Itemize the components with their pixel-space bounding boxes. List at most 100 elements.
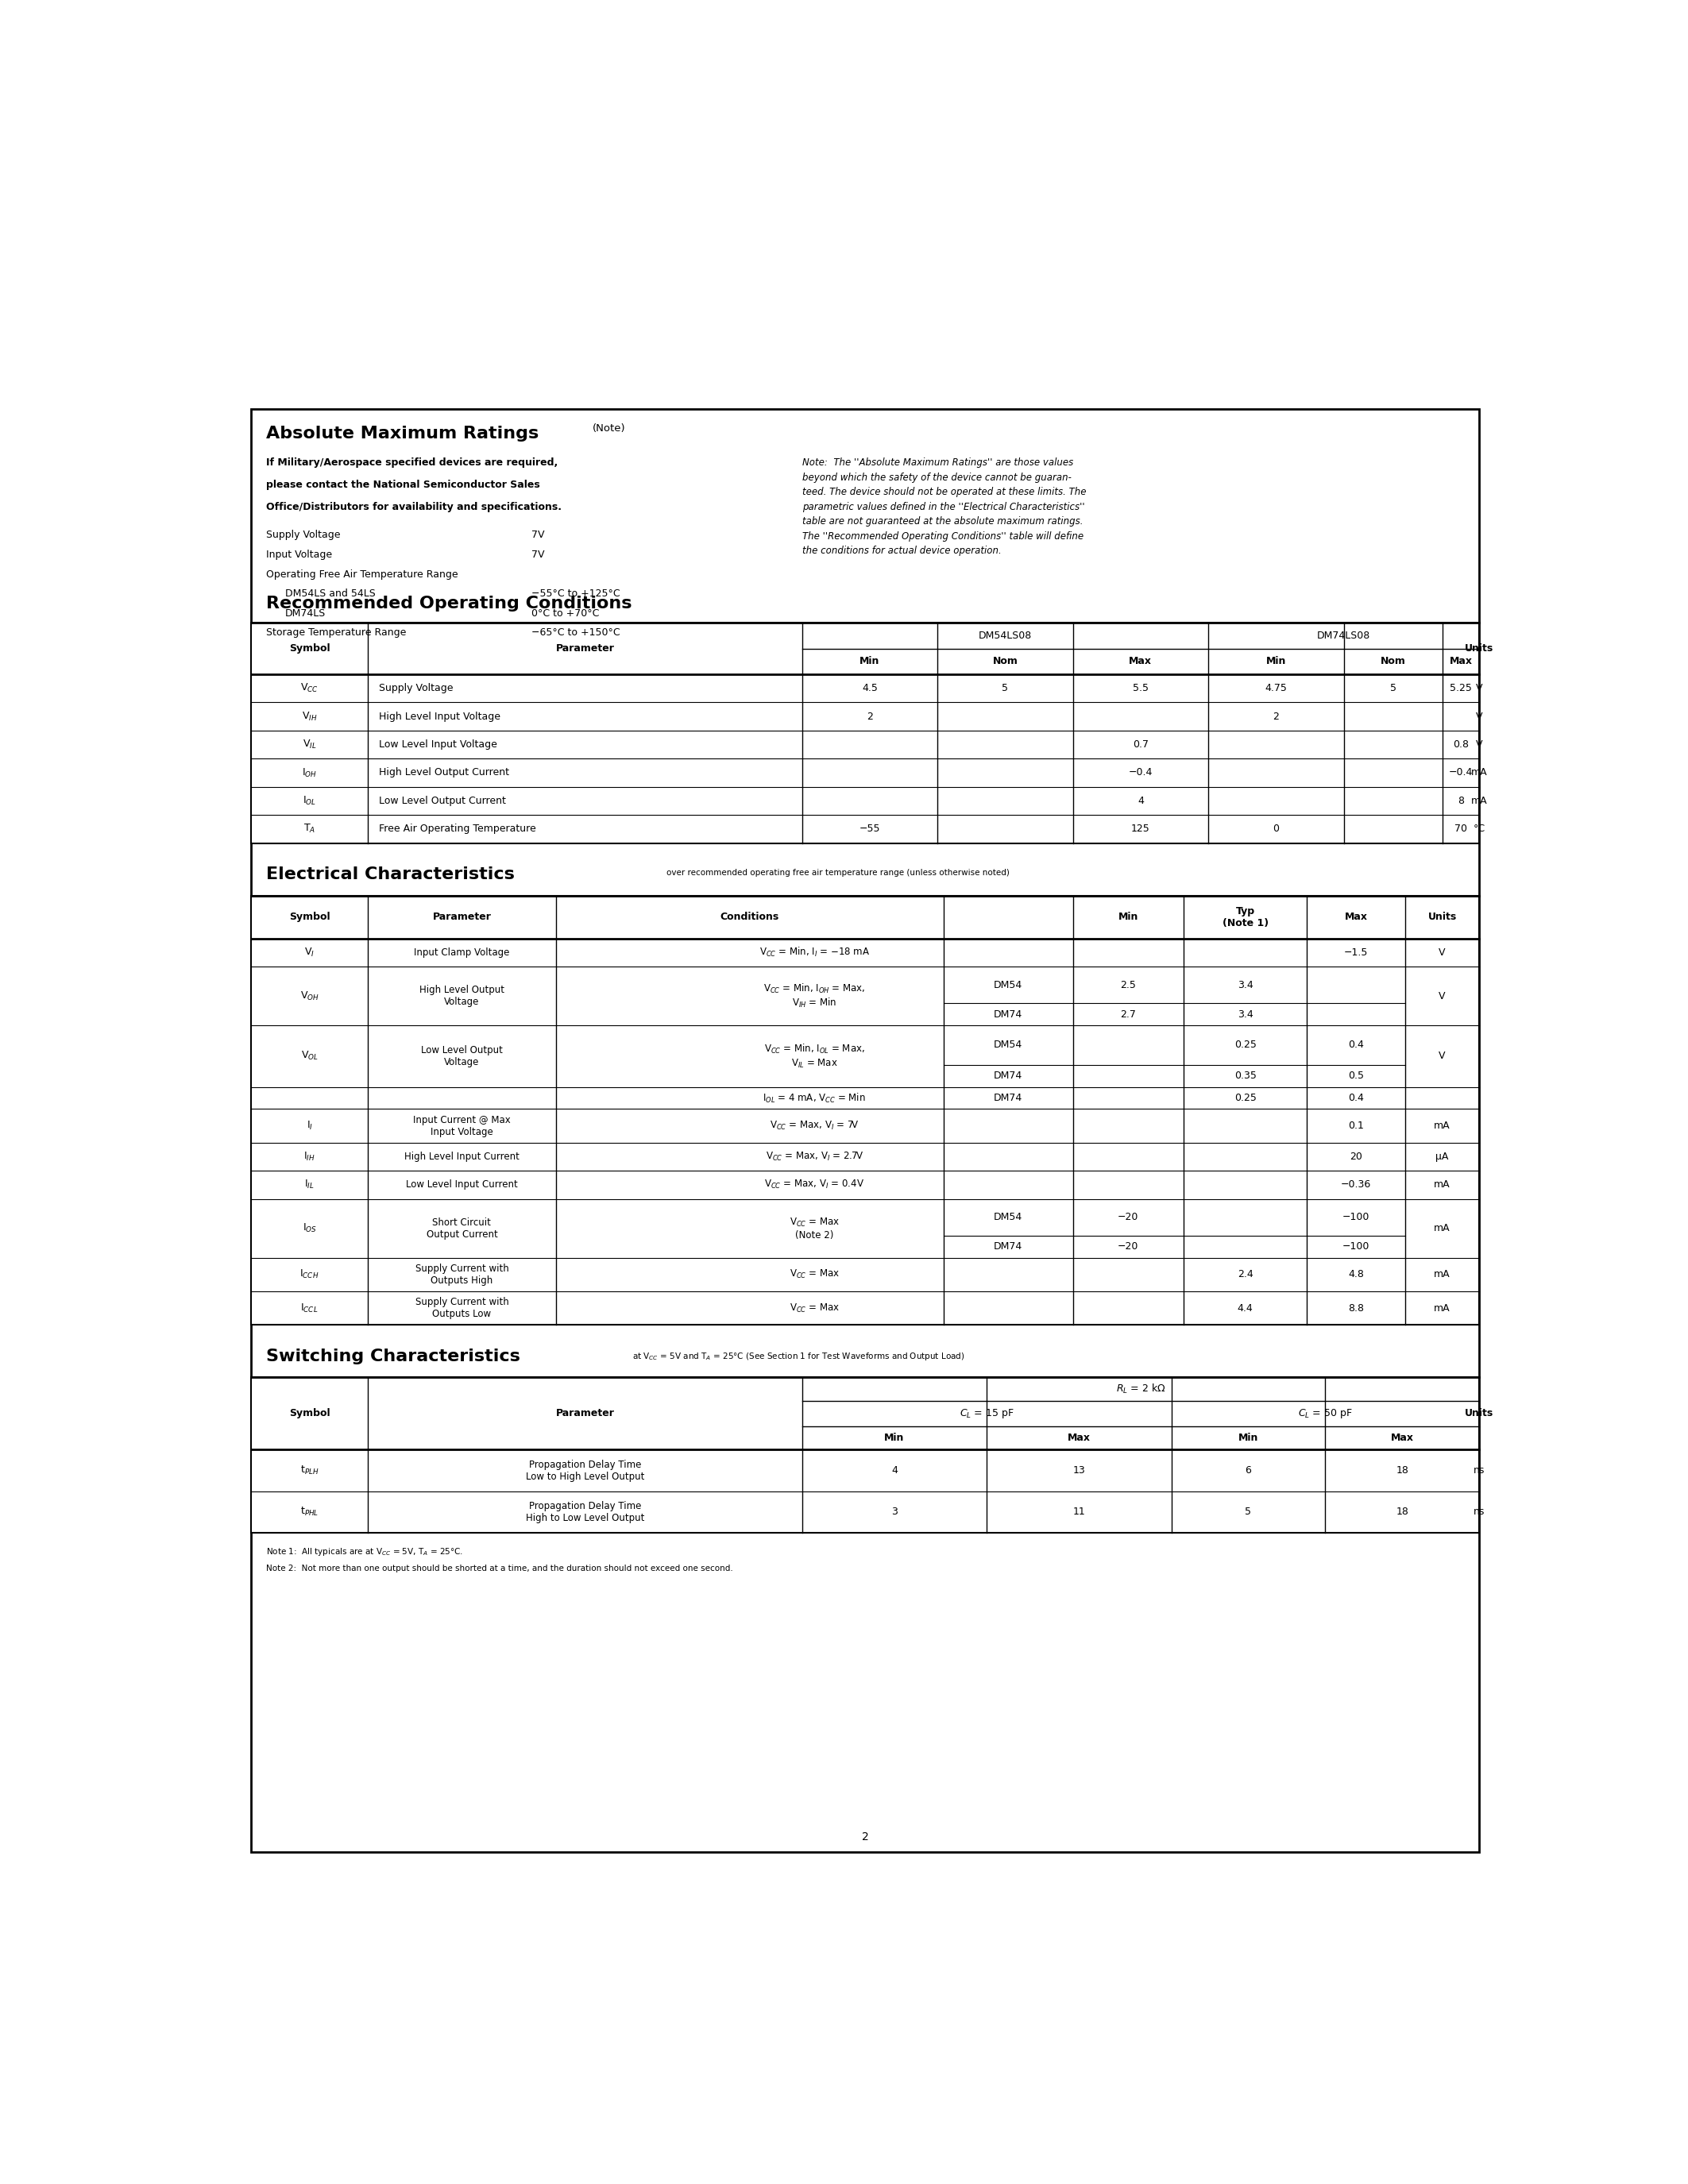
Text: I$_{CCL}$: I$_{CCL}$	[300, 1302, 319, 1315]
Text: V: V	[1475, 712, 1482, 721]
Text: μA: μA	[1436, 1151, 1448, 1162]
Text: 0.5: 0.5	[1349, 1070, 1364, 1081]
Text: 125: 125	[1131, 823, 1150, 834]
Text: V: V	[1475, 740, 1482, 749]
Text: mA: mA	[1470, 767, 1487, 778]
Text: 0°C to +70°C: 0°C to +70°C	[532, 607, 599, 618]
Bar	[252, 895, 1479, 1326]
Text: Max: Max	[1345, 913, 1367, 922]
Text: Note 1:  All typicals are at V$_{CC}$ = 5V, T$_A$ = 25°C.: Note 1: All typicals are at V$_{CC}$ = 5…	[267, 1546, 464, 1557]
Text: −55°C to +125°C: −55°C to +125°C	[532, 590, 619, 598]
Text: High Level Output
Voltage: High Level Output Voltage	[419, 985, 505, 1007]
Text: Min: Min	[1117, 913, 1138, 922]
Text: Parameter: Parameter	[432, 913, 491, 922]
Text: Min: Min	[1239, 1433, 1259, 1444]
Text: V: V	[1438, 1051, 1445, 1061]
Text: $C_L$ = 50 pF: $C_L$ = 50 pF	[1298, 1406, 1352, 1420]
Text: mA: mA	[1435, 1269, 1450, 1280]
Text: V$_{CC}$ = Max, V$_I$ = 2.7V: V$_{CC}$ = Max, V$_I$ = 2.7V	[765, 1151, 863, 1162]
Text: Max: Max	[1391, 1433, 1415, 1444]
Text: 6: 6	[1246, 1465, 1251, 1476]
Text: Note 2:  Not more than one output should be shorted at a time, and the duration : Note 2: Not more than one output should …	[267, 1564, 733, 1572]
Text: Recommended Operating Conditions: Recommended Operating Conditions	[267, 596, 633, 612]
Text: T$_A$: T$_A$	[304, 823, 316, 834]
Text: I$_{OL}$ = 4 mA, V$_{CC}$ = Min: I$_{OL}$ = 4 mA, V$_{CC}$ = Min	[763, 1092, 866, 1105]
Text: Conditions: Conditions	[721, 913, 780, 922]
Text: mA: mA	[1470, 795, 1487, 806]
Text: Note:  The ''Absolute Maximum Ratings'' are those values
beyond which the safety: Note: The ''Absolute Maximum Ratings'' a…	[802, 459, 1085, 557]
Text: I$_{IH}$: I$_{IH}$	[304, 1151, 316, 1162]
Text: Nom: Nom	[1381, 655, 1406, 666]
Bar	[252, 408, 1479, 1852]
Text: V: V	[1438, 948, 1445, 957]
Text: Storage Temperature Range: Storage Temperature Range	[267, 627, 407, 638]
Text: $R_L$ = 2 kΩ: $R_L$ = 2 kΩ	[1116, 1382, 1165, 1396]
Text: 0.25: 0.25	[1234, 1092, 1256, 1103]
Text: $C_L$ = 15 pF: $C_L$ = 15 pF	[959, 1406, 1014, 1420]
Text: Electrical Characteristics: Electrical Characteristics	[267, 867, 515, 882]
Text: Propagation Delay Time
Low to High Level Output: Propagation Delay Time Low to High Level…	[525, 1459, 645, 1481]
Text: 0.7: 0.7	[1133, 740, 1148, 749]
Bar	[252, 1378, 1479, 1533]
Text: 2: 2	[861, 1830, 869, 1843]
Text: DM74: DM74	[994, 1092, 1023, 1103]
Text: −55: −55	[859, 823, 879, 834]
Text: −20: −20	[1117, 1241, 1139, 1251]
Text: −100: −100	[1342, 1241, 1369, 1251]
Text: Units: Units	[1465, 1409, 1494, 1420]
Text: 0.4: 0.4	[1349, 1092, 1364, 1103]
Text: Symbol: Symbol	[289, 1409, 331, 1420]
Text: V: V	[1438, 992, 1445, 1000]
Text: 4: 4	[891, 1465, 898, 1476]
Text: V$_I$: V$_I$	[304, 946, 314, 959]
Text: 2.7: 2.7	[1121, 1009, 1136, 1020]
Text: Operating Free Air Temperature Range: Operating Free Air Temperature Range	[267, 570, 459, 579]
Text: ns: ns	[1474, 1465, 1485, 1476]
Text: 0.1: 0.1	[1349, 1120, 1364, 1131]
Text: V$_{IL}$: V$_{IL}$	[302, 738, 316, 751]
Text: Units: Units	[1428, 913, 1457, 922]
Text: 5: 5	[1246, 1507, 1251, 1518]
Text: DM74: DM74	[994, 1009, 1023, 1020]
Text: V$_{CC}$ = Min, I$_{OH}$ = Max,
V$_{IH}$ = Min: V$_{CC}$ = Min, I$_{OH}$ = Max, V$_{IH}$…	[763, 983, 866, 1009]
Text: −0.4: −0.4	[1129, 767, 1153, 778]
Text: t$_{PLH}$: t$_{PLH}$	[300, 1465, 319, 1476]
Text: High Level Input Current: High Level Input Current	[405, 1151, 520, 1162]
Text: mA: mA	[1435, 1120, 1450, 1131]
Text: Symbol: Symbol	[289, 913, 331, 922]
Text: 0.4: 0.4	[1349, 1040, 1364, 1051]
Text: Propagation Delay Time
High to Low Level Output: Propagation Delay Time High to Low Level…	[525, 1500, 645, 1522]
Text: Switching Characteristics: Switching Characteristics	[267, 1348, 520, 1365]
Text: DM74LS: DM74LS	[285, 607, 326, 618]
Text: 18: 18	[1396, 1465, 1408, 1476]
Text: I$_{CCH}$: I$_{CCH}$	[300, 1269, 319, 1280]
Text: V$_{CC}$: V$_{CC}$	[300, 681, 319, 695]
Text: mA: mA	[1435, 1223, 1450, 1234]
Text: Symbol: Symbol	[289, 644, 331, 653]
Text: −0.36: −0.36	[1340, 1179, 1371, 1190]
Text: 2: 2	[1273, 712, 1280, 721]
Text: V$_{CC}$ = Max
(Note 2): V$_{CC}$ = Max (Note 2)	[790, 1216, 839, 1241]
Text: I$_I$: I$_I$	[306, 1120, 312, 1131]
Text: please contact the National Semiconductor Sales: please contact the National Semiconducto…	[267, 480, 540, 489]
Text: I$_{OS}$: I$_{OS}$	[302, 1223, 317, 1234]
Text: 0: 0	[1273, 823, 1280, 834]
Text: I$_{OL}$: I$_{OL}$	[302, 795, 316, 806]
Text: 13: 13	[1074, 1465, 1085, 1476]
Text: Min: Min	[1266, 655, 1286, 666]
Text: Parameter: Parameter	[555, 1409, 614, 1420]
Text: (Note): (Note)	[592, 424, 626, 435]
Text: 7V: 7V	[532, 550, 544, 559]
Text: Supply Voltage: Supply Voltage	[380, 684, 454, 695]
Text: 4.8: 4.8	[1349, 1269, 1364, 1280]
Text: Absolute Maximum Ratings: Absolute Maximum Ratings	[267, 426, 538, 441]
Bar	[252, 622, 1479, 843]
Text: −100: −100	[1342, 1212, 1369, 1223]
Text: mA: mA	[1435, 1304, 1450, 1313]
Text: DM54: DM54	[994, 1040, 1023, 1051]
Text: 70: 70	[1455, 823, 1467, 834]
Text: 0.25: 0.25	[1234, 1040, 1256, 1051]
Text: If Military/Aerospace specified devices are required,: If Military/Aerospace specified devices …	[267, 459, 559, 467]
Text: −65°C to +150°C: −65°C to +150°C	[532, 627, 619, 638]
Text: Max: Max	[1067, 1433, 1090, 1444]
